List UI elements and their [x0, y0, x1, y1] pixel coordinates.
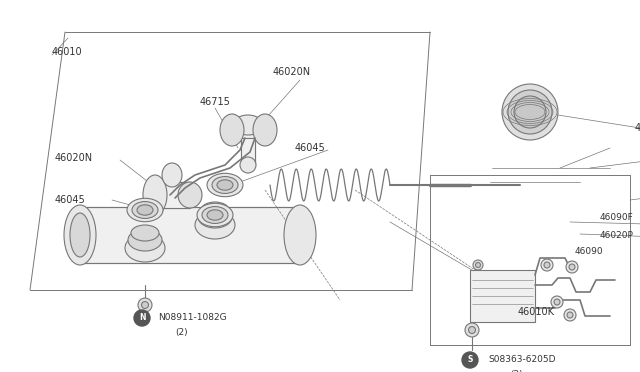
Ellipse shape [217, 180, 233, 190]
Ellipse shape [197, 203, 233, 227]
Circle shape [473, 260, 483, 270]
Text: S08363-6205D: S08363-6205D [488, 356, 556, 365]
Circle shape [564, 309, 576, 321]
Text: (2): (2) [510, 371, 523, 372]
Text: 46010: 46010 [52, 47, 83, 57]
Text: N: N [139, 314, 145, 323]
Ellipse shape [70, 213, 90, 257]
Circle shape [465, 323, 479, 337]
Ellipse shape [220, 114, 244, 146]
Circle shape [476, 263, 481, 267]
Text: (2): (2) [175, 328, 188, 337]
Ellipse shape [198, 206, 232, 228]
Ellipse shape [128, 229, 162, 251]
Ellipse shape [127, 198, 163, 222]
Bar [80, 207, 300, 263]
Ellipse shape [131, 225, 159, 241]
Ellipse shape [162, 163, 182, 187]
Text: 46071: 46071 [635, 123, 640, 133]
Circle shape [551, 296, 563, 308]
Bar [232, 122, 265, 138]
Ellipse shape [284, 205, 316, 265]
Text: 46090F: 46090F [600, 214, 634, 222]
Circle shape [462, 352, 478, 368]
Ellipse shape [233, 115, 263, 135]
Ellipse shape [178, 182, 202, 208]
Ellipse shape [202, 206, 228, 224]
Text: 46020P: 46020P [600, 231, 634, 240]
Text: 46010K: 46010K [518, 307, 555, 317]
Ellipse shape [508, 90, 552, 134]
Ellipse shape [240, 157, 256, 173]
Ellipse shape [207, 173, 243, 197]
Circle shape [468, 327, 476, 334]
Ellipse shape [125, 234, 165, 262]
Text: 46715: 46715 [200, 97, 231, 107]
Text: 46020N: 46020N [273, 67, 311, 77]
Ellipse shape [195, 211, 235, 239]
Ellipse shape [207, 210, 223, 220]
Ellipse shape [514, 96, 546, 128]
Ellipse shape [201, 202, 229, 218]
Ellipse shape [137, 205, 153, 215]
Circle shape [134, 310, 150, 326]
Circle shape [567, 312, 573, 318]
Text: 46020N: 46020N [55, 153, 93, 163]
Text: 46090: 46090 [575, 247, 604, 257]
Circle shape [141, 301, 148, 308]
Ellipse shape [212, 177, 238, 193]
Circle shape [544, 262, 550, 268]
Circle shape [554, 299, 560, 305]
Bar [166, 165, 178, 183]
Ellipse shape [502, 84, 558, 140]
Text: N08911-1082G: N08911-1082G [158, 314, 227, 323]
Bar [241, 138, 255, 163]
Ellipse shape [143, 175, 167, 215]
Ellipse shape [132, 202, 158, 218]
Bar [155, 182, 190, 208]
Bar [470, 270, 535, 322]
Ellipse shape [64, 205, 96, 265]
Text: 46045: 46045 [295, 143, 326, 153]
Circle shape [138, 298, 152, 312]
Circle shape [566, 261, 578, 273]
Text: 46045: 46045 [55, 195, 86, 205]
Circle shape [569, 264, 575, 270]
Ellipse shape [253, 114, 277, 146]
Text: S: S [467, 356, 473, 365]
Circle shape [541, 259, 553, 271]
